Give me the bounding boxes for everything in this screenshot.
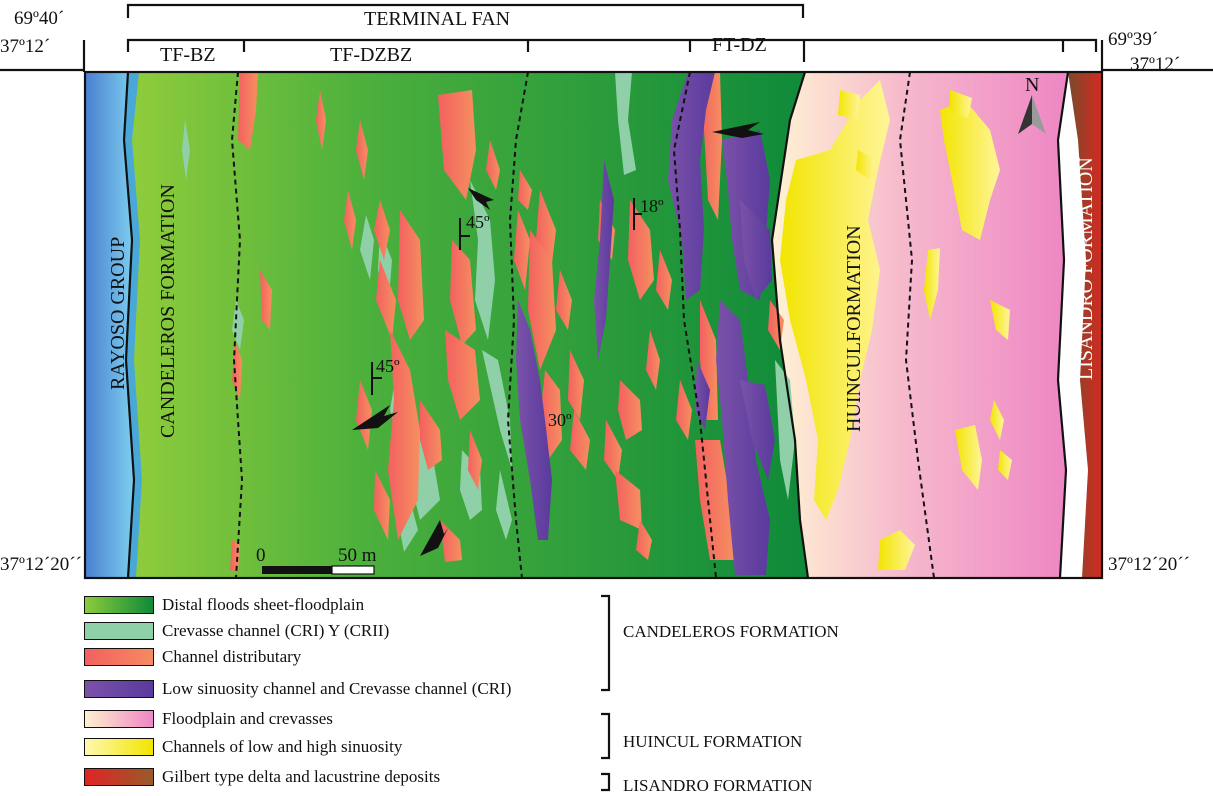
scale-start-label: 0 (256, 545, 266, 566)
legend-label: Channel distributary (162, 647, 302, 666)
lisandro-band (1068, 72, 1102, 578)
dip-label: 45º (466, 212, 490, 232)
dip-label: 18º (640, 196, 664, 216)
candeleros-label: CANDELEROS FORMATION (157, 184, 179, 438)
paleocurrent-arrows (352, 122, 764, 556)
dip-label: 30º (548, 410, 572, 430)
legend-item: Distal floods sheet-floodplain (84, 595, 364, 615)
zone-label-tf-dzbz: TF-DZBZ (330, 44, 413, 66)
huincul-channels (780, 80, 1012, 570)
dip-label: 45º (376, 356, 400, 376)
rayoso-label: RAYOSO GROUP (107, 237, 129, 390)
legend-item: Channel distributary (84, 647, 301, 667)
coord-bottom-right-lat: 37º12´20´´ (1108, 554, 1190, 575)
north-arrow-icon (1018, 95, 1046, 134)
legend-group-brackets (601, 594, 611, 792)
legend-swatch (84, 738, 154, 756)
lisandro-label: LISANDRO FORMATION (1075, 157, 1097, 380)
legend: Distal floods sheet-floodplain Crevasse c… (84, 595, 684, 795)
zone-label-ft-dz: FT-DZ (712, 34, 767, 56)
low-sinuosity-channels (516, 72, 775, 575)
huincul-label: HUINCULFORMATION (843, 225, 865, 432)
legend-item: Crevasse channel (CRI) Y (CRII) (84, 621, 389, 641)
distributary-channels (230, 72, 784, 572)
legend-group-candeleros: CANDELEROS FORMATION (623, 622, 839, 641)
legend-label: Distal floods sheet-floodplain (162, 595, 365, 614)
legend-item: Gilbert type delta and lacustrine deposi… (84, 767, 440, 787)
legend-swatch (84, 768, 154, 786)
scale-end-label: 50 m (338, 545, 377, 566)
legend-group-huincul: HUINCUL FORMATION (623, 732, 803, 751)
legend-swatch (84, 648, 154, 666)
legend-swatch (84, 680, 154, 698)
coord-bottom-left-lat: 37º12´20´´ (0, 554, 82, 575)
legend-swatch (84, 710, 154, 728)
legend-swatch (84, 596, 154, 614)
legend-label: Floodplain and crevasses (162, 709, 333, 728)
scale-bar (262, 565, 375, 575)
legend-group-lisandro: LISANDRO FORMATION (623, 776, 813, 795)
legend-item: Low sinuosity channel and Crevasse chann… (84, 679, 511, 699)
legend-item: Floodplain and crevasses (84, 709, 333, 729)
legend-label: Low sinuosity channel and Crevasse chann… (162, 679, 512, 698)
legend-item: Channels of low and high sinuosity (84, 737, 402, 757)
coord-top-right-lon: 69º39´ (1108, 29, 1159, 50)
terminal-fan-title: TERMINAL FAN (364, 8, 511, 30)
legend-label: Channels of low and high sinuosity (162, 737, 403, 756)
north-label: N (1025, 74, 1039, 96)
legend-swatch (84, 622, 154, 640)
legend-label: Gilbert type delta and lacustrine deposi… (162, 767, 441, 786)
zone-label-tf-bz: TF-BZ (160, 44, 216, 66)
geological-map: 45º 18º 45º 30º N 0 50 m RAYOSO GROUP CA… (83, 70, 1104, 580)
legend-label: Crevasse channel (CRI) Y (CRII) (162, 621, 390, 640)
header-brackets (0, 3, 1213, 72)
dip-symbols (371, 198, 642, 395)
coord-top-left-lat: 37º12´ (0, 36, 51, 57)
coord-top-left-lon: 69º40´ (14, 8, 65, 29)
